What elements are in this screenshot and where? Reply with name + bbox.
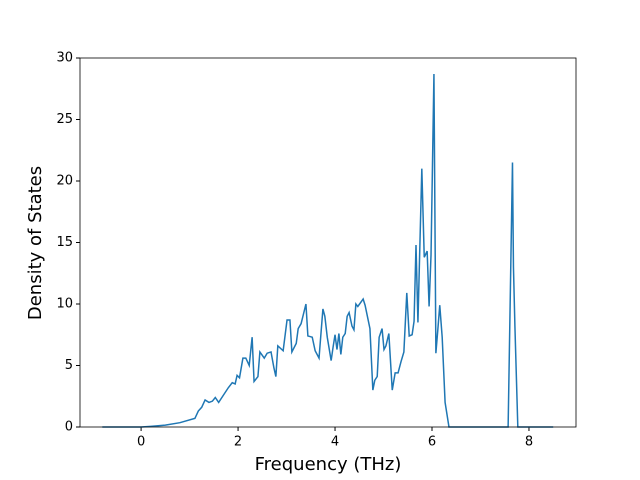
y-axis-label: Density of States [25,166,46,320]
plot-frame [79,57,577,428]
x-tick-label: 2 [234,435,242,450]
x-tick-label: 4 [331,435,339,450]
x-tick-label: 8 [525,435,533,450]
y-tick-label: 30 [56,51,73,66]
x-axis-label: Frequency (THz) [255,454,402,475]
x-tick-label: 6 [428,435,436,450]
y-tick-label: 10 [56,297,73,312]
x-tick-label: 0 [137,435,145,450]
y-tick-label: 15 [56,235,73,250]
y-tick-label: 20 [56,174,73,189]
y-tick-label: 0 [65,420,73,435]
y-tick-label: 25 [56,112,73,127]
y-tick-label: 5 [65,358,73,373]
line [102,73,554,428]
